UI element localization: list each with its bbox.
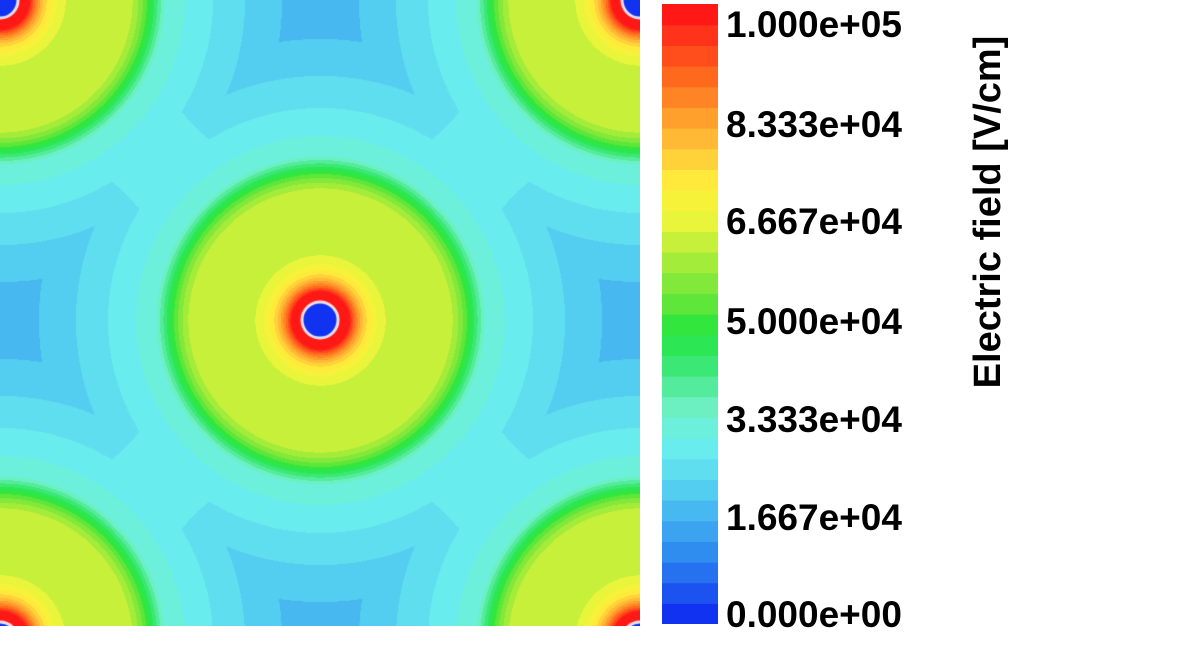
colorbar-tick-label: 5.000e+04: [726, 301, 902, 342]
colorbar-band: [662, 603, 718, 624]
colorbar-band: [662, 4, 718, 26]
colorbar-band: [662, 396, 718, 418]
colorbar-band: [662, 169, 718, 191]
colorbar-band: [662, 24, 718, 46]
colorbar-band: [662, 128, 718, 150]
colorbar-band: [662, 334, 718, 356]
colorbar-tick-label: 6.667e+04: [726, 201, 902, 242]
colorbar-band: [662, 438, 718, 460]
electric-field-heatmap: [0, 0, 640, 626]
colorbar-band: [662, 355, 718, 377]
colorbar-band: [662, 45, 718, 67]
colorbar-tick-label: 8.333e+04: [726, 104, 902, 145]
colorbar-band: [662, 520, 718, 542]
colorbar-band: [662, 458, 718, 480]
colorbar-band: [662, 252, 718, 274]
colorbar-band: [662, 66, 718, 88]
colorbar-band: [662, 210, 718, 232]
colorbar-band: [662, 293, 718, 315]
colorbar-title: Electric field [V/cm]: [967, 35, 1009, 389]
colorbar-band: [662, 86, 718, 108]
colorbar-tick-label: 1.000e+05: [726, 4, 902, 45]
colorbar-band: [662, 314, 718, 336]
colorbar-tick-label: 1.667e+04: [726, 497, 902, 538]
colorbar-band: [662, 541, 718, 563]
colorbar-band: [662, 231, 718, 253]
colorbar-band: [662, 107, 718, 129]
colorbar-band: [662, 272, 718, 294]
colorbar-band: [662, 190, 718, 212]
colorbar-band: [662, 562, 718, 584]
colorbar-band: [662, 500, 718, 522]
colorbar-band: [662, 376, 718, 398]
colorbar-band: [662, 417, 718, 439]
colorbar-tick-label: 3.333e+04: [726, 399, 902, 440]
colorbar-band: [662, 582, 718, 604]
colorbar-band: [662, 479, 718, 501]
colorbar-tick-label: 0.000e+00: [726, 594, 902, 635]
colorbar-band: [662, 148, 718, 170]
colorbar: [662, 4, 718, 624]
